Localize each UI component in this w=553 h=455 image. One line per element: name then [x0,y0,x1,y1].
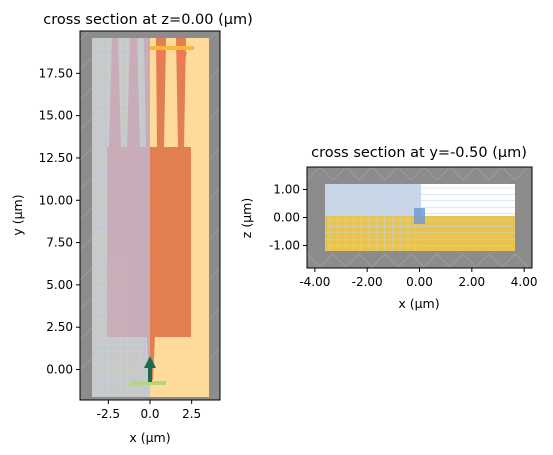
left-plot-area [80,31,220,400]
left-ticks: -2.5 0.0 2.5 0.00 2.50 5.00 7.50 10.00 12.50 15.0… [39,66,202,421]
left-ytick-label: 2.50 [46,320,73,334]
left-ytick-label: 15.00 [39,109,73,123]
right-ytick-label: -1.00 [269,239,300,253]
right-xtick-label: 2.00 [458,275,485,289]
left-xtick-label: 0.0 [140,407,159,421]
right-mode-source [414,208,425,224]
right-title: cross section at y=-0.50 (μm) [311,145,527,161]
right-ylabel: z (μm) [239,198,254,238]
right-mesh-grid [325,184,515,251]
right-xlabel: x (μm) [398,296,439,311]
left-xtick-label: -2.5 [97,407,120,421]
left-ytick-label: 17.50 [39,66,73,80]
right-pml-hatch [307,167,529,268]
right-mesh-region [325,184,421,216]
left-taper-structure [107,38,152,362]
left-ytick-label: 10.00 [39,193,73,207]
right-ticks: -4.00 -2.00 0.00 2.00 4.00 -1.00 0.00 1.00 [269,182,538,289]
right-ytick-label: 0.00 [273,211,300,225]
left-ytick-label: 7.50 [46,236,73,250]
left-xtick-label: 2.5 [182,407,201,421]
left-monitor-top [150,46,194,71]
right-plot-area [307,167,532,268]
right-xtick-label: -4.00 [299,275,330,289]
left-xlabel: x (μm) [129,430,170,445]
left-ytick-label: 0.00 [46,363,73,377]
left-ytick-label: 12.50 [39,151,73,165]
left-mode-source [130,356,166,385]
left-title: cross section at z=0.00 (μm) [43,12,253,28]
right-xtick-label: 4.00 [511,275,538,289]
left-ylabel: y (μm) [10,194,25,235]
right-panel: cross section at y=-0.50 (μm) -4.00 -2.00… [239,145,538,311]
left-ytick-label: 5.00 [46,278,73,292]
left-panel: cross section at z=0.00 (μm) [10,12,253,445]
left-pml-hatch [80,31,220,371]
right-ytick-label: 1.00 [273,182,300,196]
left-waveguide-structure [150,38,191,380]
right-xtick-label: -2.00 [352,275,383,289]
right-xtick-label: 0.00 [406,275,433,289]
